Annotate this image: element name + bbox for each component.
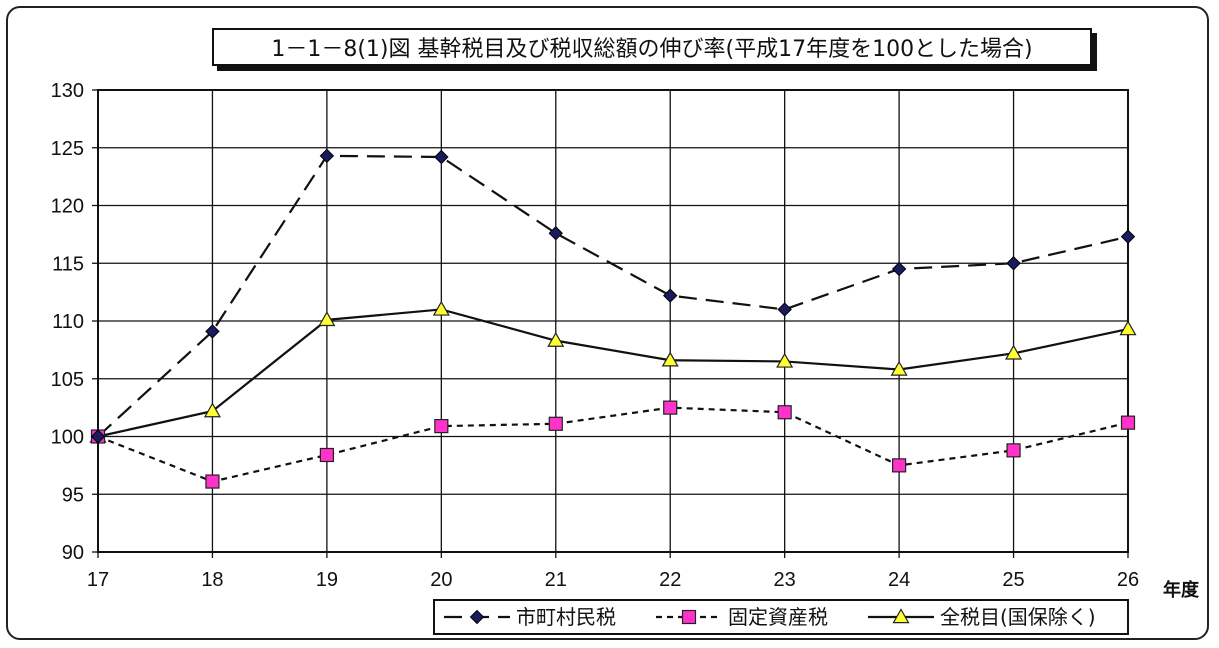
y-tick-label: 105 (51, 369, 84, 391)
data-point-diamond (205, 324, 220, 339)
x-tick-label: 25 (1002, 569, 1024, 591)
legend-label: 全税目(国保除く) (940, 605, 1096, 629)
x-tick-label: 19 (316, 569, 338, 591)
x-tick-label: 22 (659, 569, 681, 591)
y-tick-label: 100 (51, 427, 84, 449)
data-point-square (548, 416, 563, 431)
series-line (97, 308, 1129, 438)
legend-marker-diamond (469, 609, 485, 625)
data-point-diamond (1120, 229, 1136, 244)
data-point-square (205, 474, 220, 489)
y-tick-label: 120 (51, 196, 84, 218)
data-point-diamond (663, 288, 678, 303)
data-point-triangle (432, 300, 450, 316)
data-point-triangle (547, 331, 565, 347)
x-axis-label: 年度 (1163, 579, 1200, 601)
data-point-diamond (434, 149, 449, 165)
data-point-square (434, 419, 449, 434)
data-point-square (663, 400, 678, 415)
data-point-triangle (776, 352, 794, 368)
data-point-triangle (318, 311, 336, 327)
legend-label: 市町村民税 (516, 605, 616, 629)
data-point-square (319, 447, 334, 463)
data-point-square (1006, 443, 1021, 458)
x-tick-label: 23 (774, 569, 796, 591)
data-point-square (1120, 415, 1136, 430)
data-point-triangle (661, 351, 679, 367)
legend-marker-square (681, 609, 697, 625)
x-tick-label: 17 (87, 569, 109, 591)
data-point-diamond (319, 148, 335, 164)
data-point-diamond (777, 302, 792, 317)
data-point-triangle (1005, 344, 1023, 360)
y-tick-label: 90 (62, 542, 84, 564)
chart-title: 1－1－8(1)図 基幹税目及び税収総額の伸び率(平成17年度を100とした場合… (212, 28, 1092, 66)
y-tick-label: 110 (52, 311, 84, 333)
data-point-triangle (203, 402, 221, 418)
legend-label: 固定資産税 (728, 605, 828, 629)
legend-marker-triangle (892, 608, 910, 624)
series-line (97, 406, 1129, 483)
data-point-diamond (90, 429, 106, 444)
y-tick-label: 115 (52, 253, 84, 275)
data-point-diamond (1006, 256, 1021, 271)
x-tick-label: 18 (201, 569, 223, 591)
y-tick-label: 130 (51, 80, 84, 102)
y-tick-label: 95 (62, 484, 84, 506)
x-tick-label: 24 (888, 569, 910, 591)
y-tick-label: 125 (51, 138, 84, 160)
x-tick-label: 20 (430, 569, 452, 591)
data-point-square (892, 458, 907, 473)
data-point-diamond (891, 261, 907, 277)
data-point-square (777, 405, 792, 420)
data-point-diamond (548, 226, 563, 241)
x-tick-label: 21 (545, 569, 567, 591)
data-point-triangle (1119, 320, 1137, 336)
legend-box (433, 599, 1129, 635)
series-line (97, 154, 1129, 438)
x-tick-label: 26 (1117, 569, 1139, 591)
data-point-triangle (890, 360, 908, 376)
